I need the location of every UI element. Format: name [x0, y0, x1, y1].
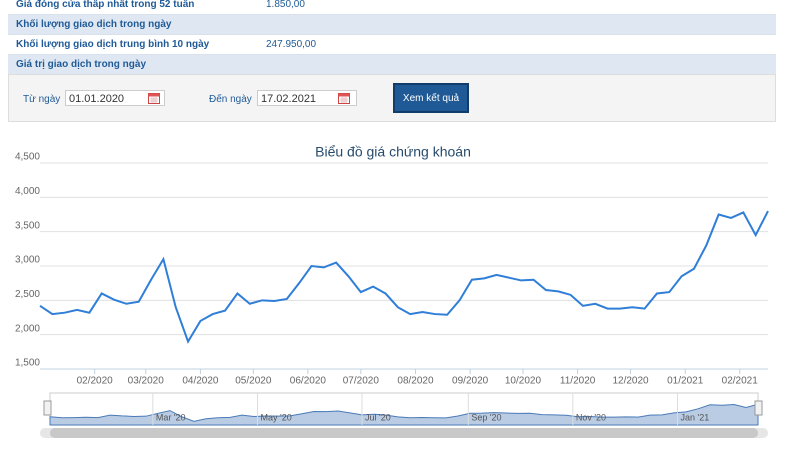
- x-tick-label: 11/2020: [560, 376, 596, 387]
- cell: Giá đóng cửa thấp nhất trong 52 tuần: [16, 0, 195, 10]
- cell: Khối lượng giao dịch trong ngày: [16, 19, 172, 30]
- to-input[interactable]: 17.02.2021: [257, 90, 357, 106]
- y-tick-label: 3,000: [15, 255, 40, 266]
- x-tick-label: 01/2021: [667, 376, 704, 387]
- navigator-area: [49, 403, 759, 426]
- navigator-tick-label: May '20: [260, 412, 291, 422]
- submit-button[interactable]: Xem kết quả: [393, 83, 469, 113]
- x-tick-label: 04/2020: [182, 376, 219, 387]
- cell: Giá trị giao dịch trong ngày: [16, 59, 147, 70]
- y-tick-label: 1,500: [15, 358, 40, 369]
- navigator-tick-label: Sep '20: [471, 412, 501, 422]
- navigator-tick-label: Nov '20: [576, 412, 606, 422]
- x-tick-label: 05/2020: [235, 376, 272, 387]
- y-tick-label: 4,000: [15, 186, 40, 197]
- x-tick-label: 08/2020: [397, 376, 434, 387]
- y-tick-label: 2,500: [15, 289, 40, 300]
- chart-title: Biểu đồ giá chứng khoán: [315, 144, 471, 160]
- to-label: Đến ngày: [209, 94, 252, 105]
- x-tick-label: 06/2020: [290, 376, 327, 387]
- calendar-icon[interactable]: [338, 92, 350, 104]
- table-row: Khối lượng giao dịch trong ngày: [8, 15, 776, 35]
- cell: 247.950,00: [266, 39, 317, 50]
- from-input[interactable]: 01.01.2020: [65, 90, 165, 106]
- y-tick-label: 3,500: [15, 220, 40, 231]
- navigator-handle[interactable]: [754, 400, 763, 416]
- price-line: [39, 210, 769, 344]
- table-row: Giá trị giao dịch trong ngày: [8, 55, 776, 75]
- scrollbar-thumb[interactable]: [50, 428, 758, 438]
- chart: Biểu đồ giá chứng khoán Mar '20 May '20 Ju…: [15, 144, 769, 438]
- x-tick-label: 02/2021: [722, 376, 759, 387]
- calendar-icon[interactable]: [148, 92, 160, 104]
- navigator-tick-label: Jul '20: [365, 412, 391, 422]
- y-tick-label: 4,500: [15, 152, 40, 163]
- table-row: Giá đóng cửa thấp nhất trong 52 tuần 1.85…: [8, 0, 776, 15]
- x-tick-label: 09/2020: [452, 376, 489, 387]
- cell: 1.850,00: [266, 0, 305, 10]
- y-tick-label: 2,000: [15, 323, 40, 334]
- date-form: Từ ngày 01.01.2020 Đến ngày 17.02.2021 X…: [8, 74, 776, 122]
- x-tick-label: 12/2020: [612, 376, 649, 387]
- x-tick-label: 02/2020: [77, 376, 114, 387]
- cell: Khối lượng giao dịch trung bình 10 ngày: [16, 39, 210, 50]
- table-row: Khối lượng giao dịch trung bình 10 ngày 2…: [8, 35, 776, 55]
- navigator-tick-label: Jan '21: [680, 412, 709, 422]
- x-tick-label: 07/2020: [343, 376, 380, 387]
- from-label: Từ ngày: [23, 94, 61, 105]
- info-table: Giá đóng cửa thấp nhất trong 52 tuần 1.85…: [8, 0, 776, 75]
- x-tick-label: 03/2020: [128, 376, 165, 387]
- navigator-tick-label: Mar '20: [156, 412, 186, 422]
- x-tick-label: 10/2020: [505, 376, 542, 387]
- navigator-handle[interactable]: [43, 400, 52, 416]
